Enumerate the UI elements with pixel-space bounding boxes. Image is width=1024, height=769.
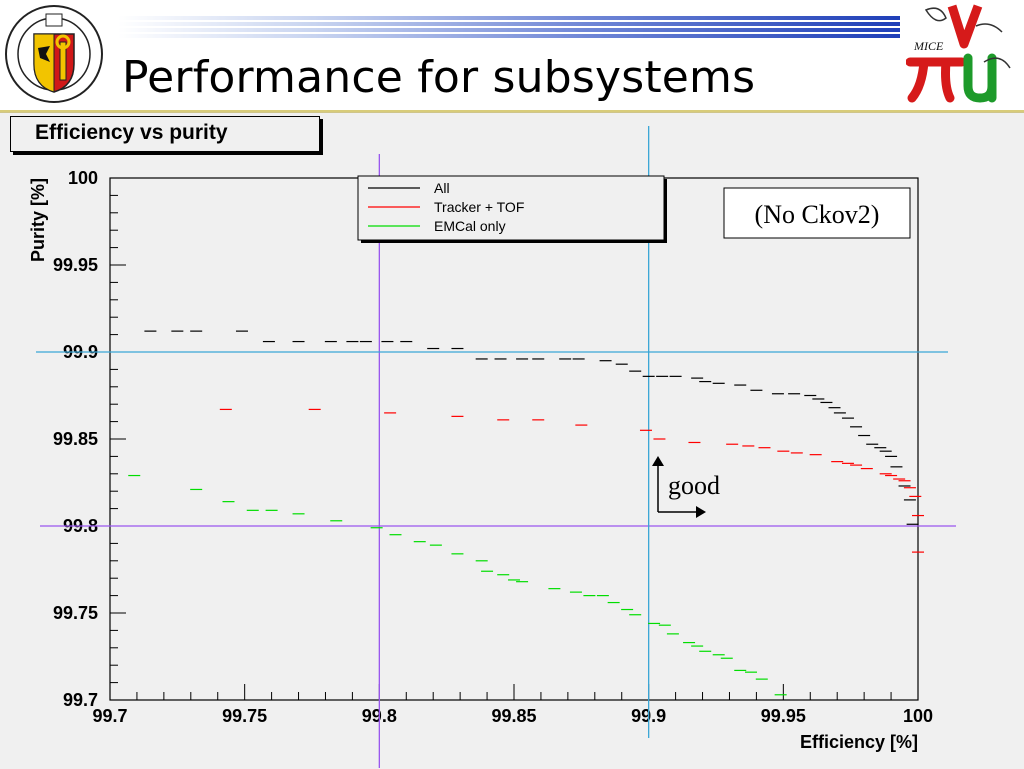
y-tick-label: 99.95	[53, 255, 98, 275]
annotation-good: good	[668, 471, 720, 500]
x-tick-label: 99.95	[761, 706, 806, 726]
x-tick-label: 100	[903, 706, 933, 726]
x-axis-title: Efficiency [%]	[800, 732, 918, 752]
header-decoration-stripes	[118, 16, 900, 44]
legend-entry: All	[434, 180, 450, 196]
annotation-no-ckov2: (No Ckov2)	[755, 200, 880, 229]
y-tick-label: 100	[68, 168, 98, 188]
y-tick-label: 99.7	[63, 690, 98, 710]
university-seal-logo	[4, 2, 104, 106]
x-tick-label: 99.75	[222, 706, 267, 726]
y-axis-title: Purity [%]	[28, 178, 48, 262]
annotation-box	[723, 187, 911, 239]
frame-line	[0, 110, 1024, 112]
plot-frame	[109, 177, 919, 701]
x-tick-label: 99.7	[92, 706, 127, 726]
plot-title-box: Efficiency vs purity	[10, 116, 320, 152]
slide-title: Performance for subsystems	[122, 52, 756, 103]
legend-entry: EMCal only	[434, 218, 506, 234]
good-arrow-up-head	[652, 456, 664, 466]
good-arrow-right-head	[696, 506, 706, 518]
mice-logo-text: MICE	[913, 39, 944, 53]
legend-entry: Tracker + TOF	[434, 199, 524, 215]
y-tick-label: 99.85	[53, 429, 98, 449]
legend-box	[357, 175, 665, 241]
y-tick-label: 99.75	[53, 603, 98, 623]
x-tick-label: 99.85	[491, 706, 536, 726]
mice-logo: MICE	[905, 2, 1018, 106]
plot-title: Efficiency vs purity	[35, 121, 228, 144]
